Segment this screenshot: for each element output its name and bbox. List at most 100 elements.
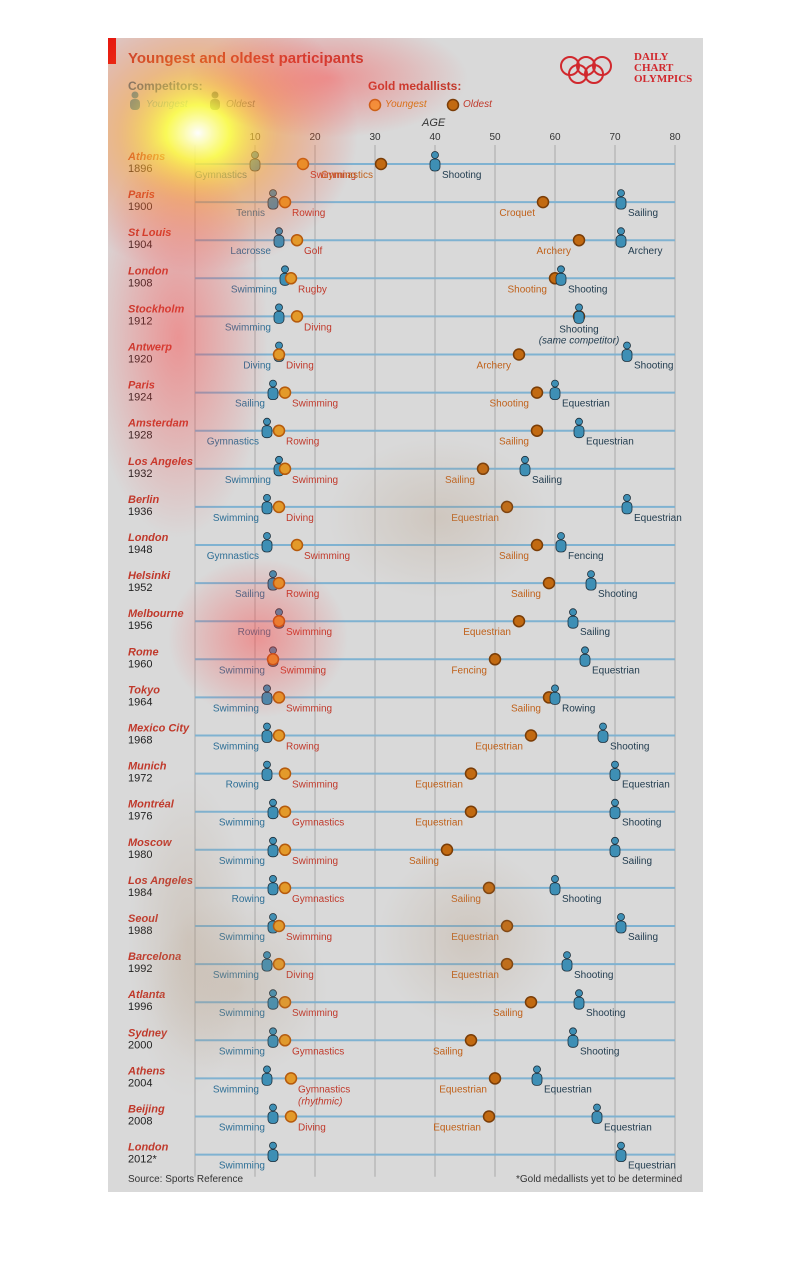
gold-oldest-label: Sailing xyxy=(511,703,541,714)
row-city-label: Seoul xyxy=(128,913,159,925)
gold-oldest-label: Shooting xyxy=(508,284,547,295)
gold-youngest-marker xyxy=(272,919,286,933)
gold-youngest-marker xyxy=(272,576,286,590)
row-city-label: Beijing xyxy=(128,1104,165,1116)
brand-line-2: CHART xyxy=(634,62,674,74)
row-city-label: Sydney xyxy=(128,1027,168,1039)
competitor-youngest-label: Swimming xyxy=(225,322,271,333)
row-year-label: 1988 xyxy=(128,925,152,937)
gold-youngest-marker xyxy=(272,614,286,628)
gold-youngest-marker xyxy=(278,995,292,1009)
competitor-oldest-label: Equestrian xyxy=(586,437,634,448)
gold-youngest-marker xyxy=(272,957,286,971)
gold-oldest-marker xyxy=(464,805,478,818)
gold-youngest-marker xyxy=(290,310,304,323)
competitor-youngest-label: Diving xyxy=(243,361,271,372)
competitor-youngest-marker xyxy=(267,1141,279,1162)
competitor-oldest-label: Sailing xyxy=(580,627,610,638)
gold-oldest-label: Sailing xyxy=(499,551,529,562)
gold-oldest-marker xyxy=(500,500,514,514)
row-year-label: 1980 xyxy=(128,849,152,861)
row-city-label: Berlin xyxy=(128,494,159,506)
competitor-youngest-marker xyxy=(267,875,279,896)
competitor-youngest-label: Swimming xyxy=(231,284,277,295)
row-city-label: Paris xyxy=(128,189,155,201)
gold-youngest-marker xyxy=(272,424,286,437)
competitor-oldest-label: Equestrian xyxy=(604,1123,652,1134)
competitor-oldest-marker xyxy=(567,1027,579,1048)
gold-youngest-label: Swimming xyxy=(292,1008,338,1019)
row-year-label: 1992 xyxy=(128,963,152,975)
gold-oldest-label: Sailing xyxy=(493,1008,523,1019)
competitor-oldest-marker xyxy=(555,532,567,553)
competitor-oldest-marker xyxy=(573,989,585,1010)
gold-oldest-marker xyxy=(536,195,550,209)
gold-oldest-label: Croquet xyxy=(499,208,535,219)
row-city-label: London xyxy=(128,1142,169,1154)
competitor-oldest-label: Equestrian xyxy=(592,665,640,676)
competitor-oldest-label: Sailing xyxy=(628,208,658,219)
competitor-oldest-label: Rowing xyxy=(562,703,595,714)
row-city-label: Athens xyxy=(127,1065,165,1077)
competitor-youngest-marker xyxy=(273,303,285,324)
gold-oldest-label: Sailing xyxy=(511,589,541,600)
competitor-youngest-marker xyxy=(267,836,279,858)
gold-youngest-marker xyxy=(284,1072,298,1085)
competitor-oldest-marker xyxy=(615,189,627,210)
row-city-label: Montréal xyxy=(128,799,175,811)
gold-youngest-marker xyxy=(272,348,286,361)
competitor-oldest-label: Shooting xyxy=(586,1008,625,1019)
gold-youngest-label: Swimming xyxy=(292,399,338,410)
competitor-youngest-label: Swimming xyxy=(219,856,265,867)
gold-youngest-marker xyxy=(266,653,280,666)
row-city-label: Tokyo xyxy=(128,684,160,696)
competitor-youngest-marker xyxy=(267,1027,279,1048)
row-year-label: 1932 xyxy=(128,468,152,480)
competitor-youngest-label: Swimming xyxy=(219,1123,265,1134)
competitor-youngest-marker xyxy=(267,989,279,1010)
row-city-label: Barcelona xyxy=(128,951,181,963)
competitor-youngest-label: Lacrosse xyxy=(230,246,271,257)
row-year-label: 1912 xyxy=(128,315,152,327)
competitor-youngest-label: Sailing xyxy=(235,589,265,600)
competitor-oldest-label: Equestrian xyxy=(562,399,610,410)
row-city-label: Los Angeles xyxy=(128,875,193,887)
gold-oldest-label: Equestrian xyxy=(433,1123,481,1134)
gold-youngest-label: Rugby xyxy=(298,284,327,295)
gold-youngest-label: Gymnastics xyxy=(292,894,344,905)
competitor-oldest-label: Shooting xyxy=(580,1046,619,1057)
x-tick-label: 50 xyxy=(489,132,501,143)
gold-oldest-marker xyxy=(524,995,538,1009)
competitor-oldest-marker xyxy=(597,722,609,743)
competitor-oldest-marker xyxy=(591,1103,603,1124)
competitor-oldest-marker xyxy=(555,265,567,286)
x-tick-label: 10 xyxy=(249,132,261,143)
competitor-oldest-label: Sailing xyxy=(628,932,658,943)
gold-oldest-label: Sailing xyxy=(499,437,529,448)
row-year-label: 1908 xyxy=(128,277,152,289)
gold-oldest-label: Shooting xyxy=(490,399,529,410)
competitor-oldest-marker xyxy=(621,341,633,362)
brand-line-3: OLYMPICS xyxy=(634,73,693,85)
gold-youngest-marker xyxy=(278,805,292,818)
gold-oldest-label: Equestrian xyxy=(463,627,511,638)
competitor-youngest-label: Swimming xyxy=(213,513,259,524)
competitor-youngest-label: Swimming xyxy=(225,475,271,486)
competitor-youngest-marker xyxy=(267,379,279,401)
row-city-label: Los Angeles xyxy=(128,456,193,468)
competitor-youngest-label: Tennis xyxy=(236,208,265,219)
competitor-youngest-marker xyxy=(261,760,273,781)
competitor-youngest-marker xyxy=(273,227,285,248)
gold-youngest-marker xyxy=(278,386,292,399)
competitor-oldest-note: (same competitor) xyxy=(539,335,620,346)
gold-oldest-marker xyxy=(500,919,514,933)
competitor-oldest-marker xyxy=(609,760,621,781)
competitor-youngest-label: Rowing xyxy=(238,627,271,638)
brand-line-1: DAILY xyxy=(634,51,669,63)
row-city-label: St Louis xyxy=(128,227,171,239)
gold-oldest-label: Equestrian xyxy=(415,818,463,829)
footnote: *Gold medallists yet to be determined xyxy=(516,1174,683,1185)
x-tick-label: 80 xyxy=(669,132,681,143)
gold-youngest-note: (rhythmic) xyxy=(298,1096,342,1107)
row-year-label: 1896 xyxy=(128,163,152,175)
